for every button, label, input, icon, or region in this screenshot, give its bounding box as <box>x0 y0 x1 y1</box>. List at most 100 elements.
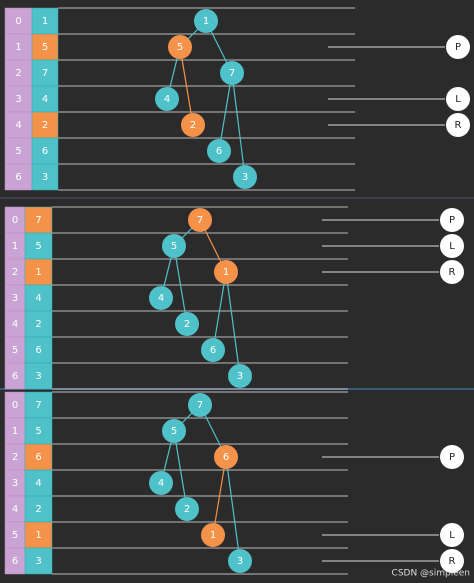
value-label: 3 <box>35 371 41 382</box>
pointer-label: R <box>449 267 456 278</box>
tree-node <box>149 286 173 310</box>
index-label: 5 <box>12 345 18 356</box>
value-label: 1 <box>42 16 48 27</box>
pointer-circle <box>440 208 464 232</box>
index-cell <box>4 163 33 191</box>
tree-node <box>207 139 231 163</box>
node-label: 6 <box>216 146 222 157</box>
node-label: 2 <box>190 120 196 131</box>
node-label: 5 <box>171 426 177 437</box>
value-cell <box>31 163 59 191</box>
node-label: 7 <box>229 68 235 79</box>
tree-node <box>228 364 252 388</box>
tree-node <box>175 497 199 521</box>
tree-node <box>214 260 238 284</box>
pointer-circle <box>440 523 464 547</box>
index-label: 6 <box>12 556 18 567</box>
value-label: 2 <box>35 319 41 330</box>
tree-node <box>228 549 252 573</box>
node-label: 2 <box>184 504 190 515</box>
node-label: 4 <box>164 94 170 105</box>
value-cell <box>31 33 59 61</box>
tree-node <box>201 523 225 547</box>
value-label: 7 <box>35 400 41 411</box>
value-label: 5 <box>42 42 48 53</box>
pointer-label: R <box>449 556 456 567</box>
tree-node <box>188 393 212 417</box>
tree-edge <box>218 72 233 152</box>
node-label: 3 <box>242 172 248 183</box>
index-label: 0 <box>12 400 18 411</box>
index-label: 4 <box>12 504 18 515</box>
tree-node <box>162 234 186 258</box>
tree-node <box>188 208 212 232</box>
value-label: 2 <box>35 504 41 515</box>
tree-node <box>233 165 257 189</box>
value-cell <box>24 391 53 419</box>
value-cell <box>24 547 53 575</box>
index-label: 6 <box>15 172 21 183</box>
tree-edge <box>173 430 188 510</box>
node-label: 6 <box>223 452 229 463</box>
index-label: 0 <box>12 215 18 226</box>
pointer-circle <box>440 234 464 258</box>
node-label: 1 <box>223 267 229 278</box>
node-label: 4 <box>158 293 164 304</box>
tree-edge <box>225 271 241 377</box>
index-cell <box>4 137 33 165</box>
index-label: 3 <box>12 478 18 489</box>
node-label: 5 <box>171 241 177 252</box>
index-label: 4 <box>15 120 21 131</box>
tree-node <box>181 113 205 137</box>
node-label: 4 <box>158 478 164 489</box>
value-cell <box>31 7 59 35</box>
tree-node <box>201 338 225 362</box>
tree-node <box>162 419 186 443</box>
value-cell <box>31 111 59 139</box>
node-label: 6 <box>210 345 216 356</box>
value-label: 2 <box>42 120 48 131</box>
node-label: 3 <box>237 371 243 382</box>
tree-edge <box>231 72 246 178</box>
pointer-label: P <box>449 452 455 463</box>
index-label: 1 <box>12 241 18 252</box>
value-cell <box>24 206 53 234</box>
tree-edge <box>212 456 227 536</box>
index-label: 4 <box>12 319 18 330</box>
tree-node <box>155 87 179 111</box>
tree-node <box>214 445 238 469</box>
index-label: 2 <box>15 68 21 79</box>
value-label: 6 <box>42 146 48 157</box>
value-label: 7 <box>42 68 48 79</box>
value-cell <box>24 443 53 471</box>
watermark: CSDN @simpleen <box>392 569 470 579</box>
node-label: 7 <box>197 215 203 226</box>
value-label: 6 <box>35 345 41 356</box>
index-cell <box>4 59 33 87</box>
index-label: 1 <box>12 426 18 437</box>
tree-edge <box>225 456 241 562</box>
node-label: 5 <box>177 42 183 53</box>
value-label: 4 <box>42 94 48 105</box>
value-cell <box>24 232 53 260</box>
pointer-circle <box>446 87 470 111</box>
value-label: 3 <box>42 172 48 183</box>
node-label: 1 <box>203 16 209 27</box>
node-label: 7 <box>197 400 203 411</box>
value-cell <box>24 362 53 390</box>
node-label: 3 <box>237 556 243 567</box>
tree-node <box>168 35 192 59</box>
value-label: 3 <box>35 556 41 567</box>
pointer-label: P <box>455 42 461 53</box>
value-label: 4 <box>35 293 41 304</box>
node-label: 1 <box>210 530 216 541</box>
tree-node <box>194 9 218 33</box>
index-label: 1 <box>15 42 21 53</box>
pointer-label: R <box>455 120 462 131</box>
pointer-label: L <box>449 530 455 541</box>
pointer-circle <box>446 35 470 59</box>
index-cell <box>4 7 33 35</box>
value-cell <box>31 59 59 87</box>
